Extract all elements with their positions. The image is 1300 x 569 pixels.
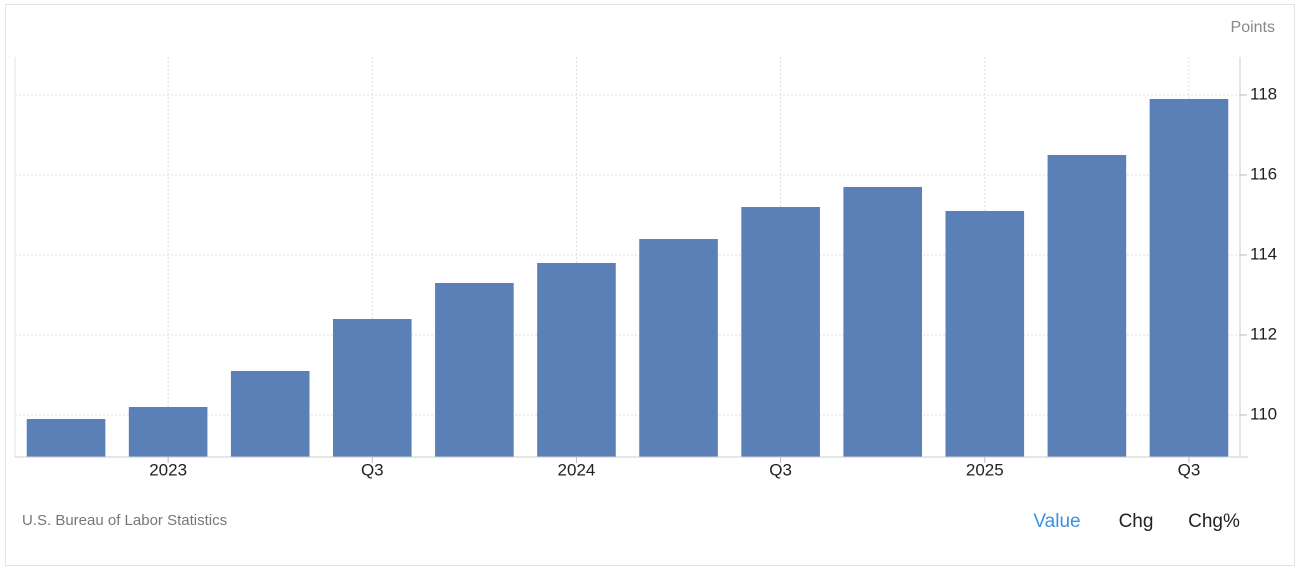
y-tick-label: 114 bbox=[1250, 244, 1277, 263]
toggle-button[interactable]: Value bbox=[1033, 511, 1080, 532]
x-tick-label: Q3 bbox=[361, 460, 384, 479]
source: U.S. Bureau of Labor Statistics bbox=[22, 512, 227, 529]
bar bbox=[639, 239, 718, 457]
bar bbox=[26, 419, 106, 457]
bar bbox=[843, 187, 923, 457]
x-tick-label: 2025 bbox=[966, 460, 1004, 479]
y-unit-label: Points bbox=[1231, 19, 1275, 36]
toggle-button[interactable]: Chg bbox=[1119, 511, 1154, 532]
bar bbox=[230, 371, 310, 457]
x-tick-label: 2023 bbox=[149, 460, 187, 479]
y-tick-label: 112 bbox=[1250, 324, 1277, 343]
x-tick-label: Q3 bbox=[769, 460, 792, 479]
toggle-button[interactable]: Chg% bbox=[1188, 511, 1240, 532]
bar bbox=[332, 319, 412, 457]
x-tick-label: 2024 bbox=[558, 460, 596, 479]
bar bbox=[741, 207, 820, 457]
y-tick-label: 118 bbox=[1250, 84, 1277, 103]
bar bbox=[435, 283, 514, 457]
bar bbox=[945, 211, 1025, 457]
y-tick-label: 116 bbox=[1250, 164, 1277, 183]
x-tick-label: Q3 bbox=[1178, 460, 1201, 479]
bar bbox=[1149, 99, 1229, 457]
bar bbox=[1047, 155, 1127, 457]
bar bbox=[128, 407, 208, 457]
bar bbox=[537, 263, 616, 457]
y-tick-label: 110 bbox=[1250, 404, 1277, 423]
